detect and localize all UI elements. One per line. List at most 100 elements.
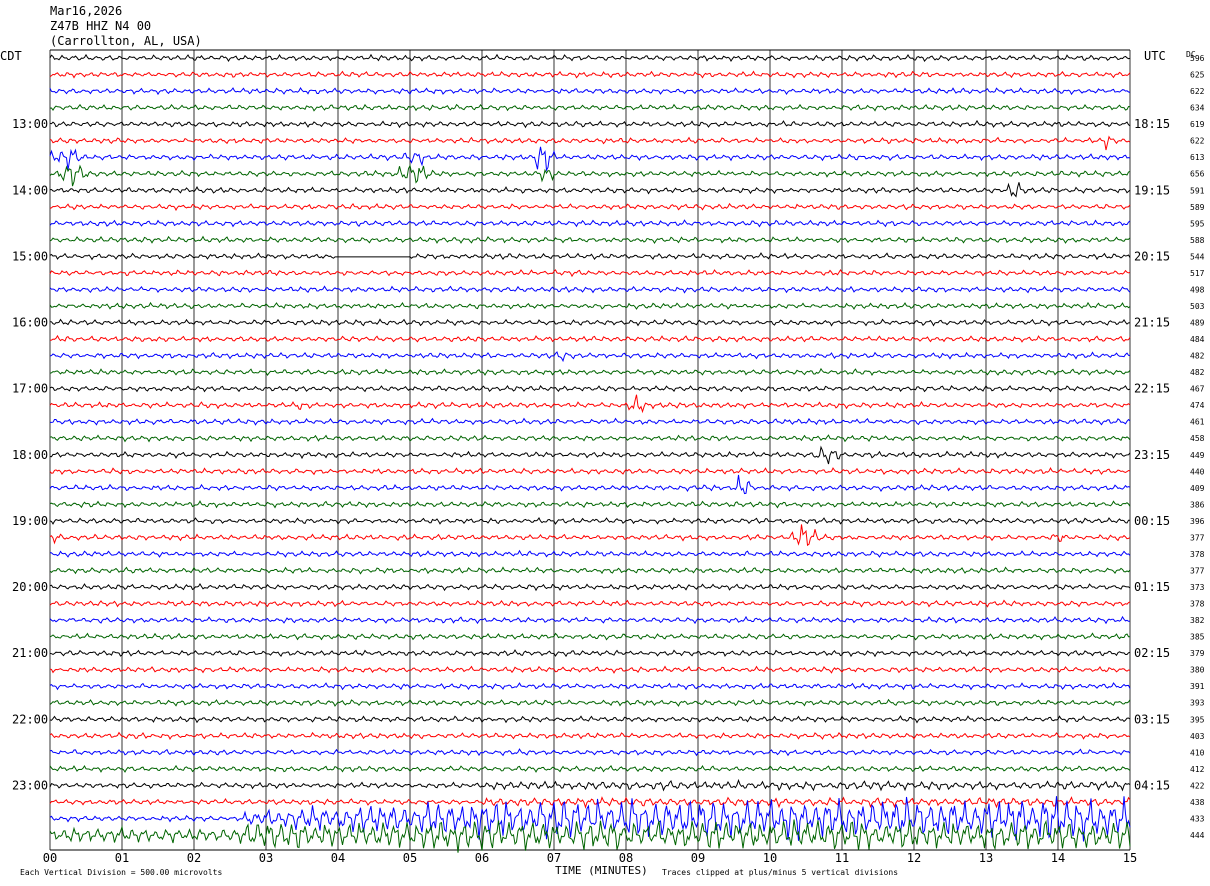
dc-offset-label: 422 (1190, 781, 1205, 790)
trace-row (49, 87, 1131, 96)
dc-offset-label: 596 (1190, 54, 1205, 63)
dc-offset-label: 595 (1190, 219, 1205, 228)
utc-hour-label: 22:15 (1134, 382, 1170, 396)
trace-row (49, 384, 1131, 393)
trace-row (49, 615, 1131, 625)
dc-offset-label: 461 (1190, 418, 1205, 427)
dc-offset-label: 393 (1190, 699, 1205, 708)
dc-offset-label: 634 (1190, 104, 1205, 113)
trace-row (49, 632, 1130, 641)
trace-row (49, 682, 1131, 691)
cdt-hour-label: 18:00 (12, 448, 48, 462)
dc-axis-label: DC (1186, 50, 1196, 59)
dc-offset-label: 656 (1190, 170, 1205, 179)
dc-offset-label: 484 (1190, 335, 1205, 344)
dc-offset-label: 409 (1190, 484, 1205, 493)
header-location: (Carrollton, AL, USA) (50, 34, 202, 48)
dc-offset-label: 377 (1190, 533, 1205, 542)
x-tick-label: 12 (907, 851, 921, 865)
x-tick-label: 00 (43, 851, 57, 865)
utc-hour-label: 00:15 (1134, 514, 1170, 528)
trace-row (49, 219, 1131, 228)
x-tick-label: 05 (403, 851, 417, 865)
trace-row (49, 748, 1131, 757)
utc-hour-label: 19:15 (1134, 183, 1170, 197)
trace-row (49, 434, 1131, 443)
trace-row (49, 367, 1131, 377)
trace-row (49, 269, 1131, 278)
trace-row (49, 566, 1131, 575)
dc-offset-label: 588 (1190, 236, 1205, 245)
x-tick-label: 06 (475, 851, 489, 865)
trace-row (49, 583, 1131, 592)
x-tick-label: 11 (835, 851, 849, 865)
dc-offset-label: 482 (1190, 352, 1205, 361)
utc-axis-label: UTC (1144, 49, 1166, 63)
trace-row (49, 549, 1131, 558)
trace-row (49, 135, 1131, 151)
cdt-hour-label: 23:00 (12, 778, 48, 792)
trace-row (49, 764, 1131, 773)
dc-offset-label: 396 (1190, 517, 1205, 526)
trace-row (49, 796, 1131, 809)
dc-offset-label: 380 (1190, 666, 1205, 675)
dc-offset-label: 378 (1190, 600, 1205, 609)
cdt-hour-label: 21:00 (12, 646, 48, 660)
axis-labels: 00 01 02 03 04 05 06 07 08 09 10 11 12 13 14 15 596 625 62… (12, 54, 1205, 865)
trace-row (49, 524, 1131, 547)
utc-hour-label: 02:15 (1134, 646, 1170, 660)
trace-row (49, 796, 1131, 842)
trace-row (49, 599, 1131, 608)
dc-offset-label: 467 (1190, 385, 1205, 394)
trace-row (49, 103, 1131, 112)
x-tick-label: 03 (259, 851, 273, 865)
x-tick-label: 07 (547, 851, 561, 865)
trace-row (49, 318, 1131, 327)
clipping-note: Traces clipped at plus/minus 5 vertical … (662, 868, 898, 877)
dc-offset-label: 373 (1190, 583, 1205, 592)
trace-row (49, 715, 1131, 724)
utc-hour-label: 20:15 (1134, 249, 1170, 263)
trace-row (49, 474, 1131, 495)
dc-offset-label: 385 (1190, 633, 1205, 642)
seismic-traces (49, 53, 1131, 853)
trace-row (49, 467, 1131, 476)
trace-row (49, 351, 1131, 363)
trace-row (49, 202, 1131, 212)
trace-row (49, 394, 1131, 414)
dc-offset-label: 622 (1190, 137, 1205, 146)
dc-offset-label: 458 (1190, 434, 1205, 443)
dc-offset-label: 517 (1190, 269, 1205, 278)
cdt-hour-label: 14:00 (12, 183, 48, 197)
cdt-hour-label: 19:00 (12, 514, 48, 528)
trace-row (49, 146, 1131, 172)
dc-offset-label: 379 (1190, 649, 1205, 658)
x-axis-title: TIME (MINUTES) (555, 864, 648, 877)
dc-offset-label: 625 (1190, 71, 1205, 80)
utc-hour-label: 03:15 (1134, 712, 1170, 726)
x-tick-label: 02 (187, 851, 201, 865)
cdt-hour-label: 16:00 (12, 316, 48, 330)
dc-offset-label: 449 (1190, 451, 1205, 460)
dc-offset-label: 382 (1190, 616, 1205, 625)
trace-row (49, 164, 1131, 187)
cdt-hour-label: 13:00 (12, 117, 48, 131)
trace-row (49, 517, 1130, 525)
x-tick-label: 08 (619, 851, 633, 865)
vertical-division-note: Each Vertical Division = 500.00 microvol… (20, 868, 222, 877)
x-tick-label: 01 (115, 851, 129, 865)
cdt-axis-label: CDT (0, 49, 22, 63)
dc-offset-label: 544 (1190, 252, 1205, 261)
trace-row (49, 334, 1131, 343)
dc-offset-label: 619 (1190, 120, 1205, 129)
dc-offset-label: 613 (1190, 153, 1205, 162)
trace-row (49, 731, 1131, 741)
cdt-hour-label: 15:00 (12, 249, 48, 263)
trace-row (49, 778, 1131, 792)
dc-offset-label: 474 (1190, 401, 1205, 410)
dc-offset-label: 444 (1190, 831, 1205, 840)
dc-offset-label: 589 (1190, 203, 1205, 212)
trace-row (50, 417, 1131, 426)
dc-offset-label: 438 (1190, 798, 1205, 807)
